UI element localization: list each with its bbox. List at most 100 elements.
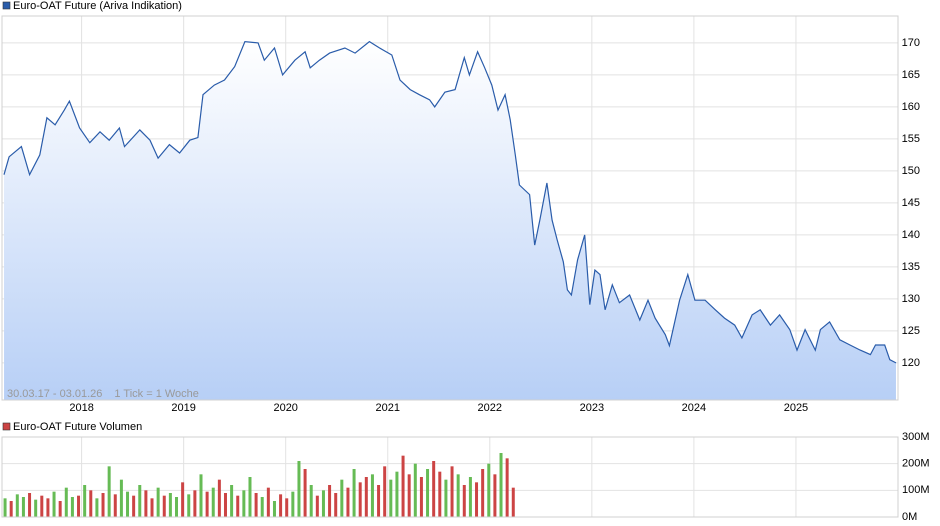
volume-bar [223,493,227,517]
volume-bar [168,493,172,517]
legend-swatch [2,1,11,10]
volume-bar [291,491,295,517]
volume-bar [260,497,264,517]
volume-bar [407,474,411,517]
volume-bar [279,494,283,517]
volume-bar [346,487,350,517]
volume-bar [28,493,32,517]
x-tick-label: 2018 [69,402,93,414]
volume-bar [462,485,466,517]
volume-bar [52,491,56,517]
volume-bar [70,497,74,517]
x-tick-label: 2021 [376,402,400,414]
volume-bar [389,479,393,517]
volume-bar [58,501,62,517]
volume-bar [40,495,44,517]
volume-bar [426,469,430,517]
volume-bar [401,455,405,517]
volume-bar [315,495,319,517]
y-tick-label: 200M [902,458,930,470]
volume-bar [83,485,87,517]
volume-bar [303,469,307,517]
volume-bar [444,479,448,517]
volume-bar [377,485,381,517]
volume-bar [505,458,509,517]
volume-bar [175,497,179,517]
legend-label: Euro-OAT Future (Ariva Indikation) [13,0,182,12]
y-tick-label: 145 [902,197,920,209]
y-tick-label: 170 [902,37,920,49]
volume-bar [199,474,203,517]
volume-bar [419,477,423,517]
volume-bar [456,474,460,517]
volume-bar [370,474,374,517]
volume-bar [468,477,472,517]
price-line [3,40,897,364]
tick-note: 1 Tick = 1 Woche [114,388,198,400]
y-tick-label: 155 [902,133,920,145]
volume-bar [9,501,13,517]
volume-bar [46,498,50,517]
volume-bar [119,479,123,517]
volume-bar [181,482,185,517]
area-fill [4,41,896,400]
volume-bar [242,490,246,517]
volume-bar [144,490,148,517]
volume-bar [101,493,105,517]
y-tick-label: 130 [902,293,920,305]
y-tick-label: 125 [902,325,920,337]
volume-bar [77,495,81,517]
volume-bar [113,494,117,517]
volume-bar [328,485,332,517]
volume-bar [187,494,191,517]
volume-bar [383,466,387,517]
volume-bar [211,487,215,517]
volume-bar [499,453,503,517]
volume-bar [248,477,252,517]
volume-bar [358,482,362,517]
x-tick-label: 2020 [273,402,297,414]
volume-bar [309,485,313,517]
volume-bar [89,490,93,517]
volume-bar [438,471,442,517]
legend-swatch [2,422,11,431]
volume-bar [266,487,270,517]
y-tick-label: 160 [902,101,920,113]
volume-bar [481,469,485,517]
volume-bar [132,495,136,517]
volume-bar [3,498,7,517]
volume-bar [432,461,436,517]
y-tick-label: 165 [902,69,920,81]
y-tick-label: 140 [902,229,920,241]
volume-bar [64,487,68,517]
volume-bar [254,493,258,517]
volume-bar [475,482,479,517]
volume-bar [156,487,160,517]
volume-bar [15,494,19,517]
volume-bar [285,498,289,517]
volume-bar [150,498,154,517]
y-tick-label: 150 [902,165,920,177]
volume-bar [352,469,356,517]
volume-bar [217,479,221,517]
volume-bar [297,461,301,517]
y-tick-label: 120 [902,357,920,369]
volume-bar [230,485,234,517]
volume-bar [193,490,197,517]
volume-bar [340,479,344,517]
date-range: 30.03.17 - 03.01.26 [7,388,102,400]
plot-frame [1,15,899,401]
volume-bar [395,471,399,517]
x-tick-label: 2022 [478,402,502,414]
volume-bar [413,463,417,517]
y-tick-label: 135 [902,261,920,273]
plot-frame [1,436,899,518]
volume-bar [450,466,454,517]
volume-bar [364,477,368,517]
legend-label: Euro-OAT Future Volumen [13,421,142,433]
volume-bar [334,493,338,517]
y-tick-label: 300M [902,431,930,443]
x-tick-label: 2024 [682,402,706,414]
